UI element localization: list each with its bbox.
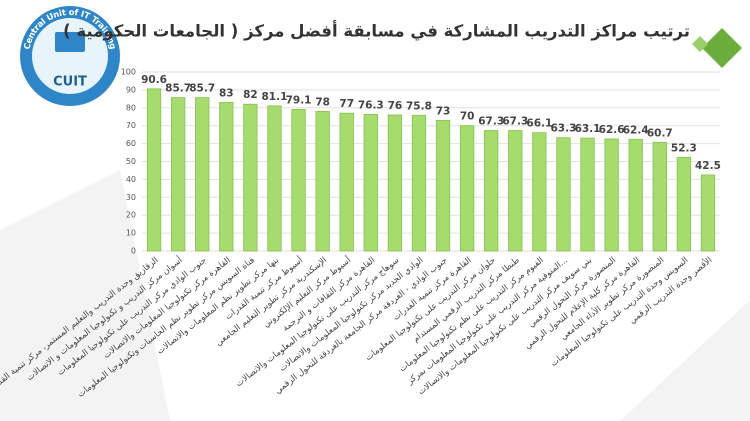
bar: [532, 132, 547, 252]
value-label: 63.1: [575, 123, 601, 135]
value-label: 52.3: [671, 142, 697, 154]
bar: [243, 103, 258, 252]
bar: [556, 137, 571, 252]
value-label: 66.1: [526, 118, 552, 130]
logo-monitor: [55, 32, 85, 52]
value-label: 77: [339, 98, 354, 110]
value-label: 62.6: [599, 124, 625, 136]
bar: [580, 137, 595, 252]
y-tick-label: 50: [126, 157, 136, 166]
value-label: 70: [460, 111, 475, 123]
y-tick-label: 10: [126, 229, 136, 238]
value-label: 60.7: [647, 127, 673, 139]
value-label: 85.7: [165, 83, 191, 95]
decor-diamond: [702, 28, 742, 68]
value-label: 79.1: [286, 94, 312, 106]
bar: [411, 114, 427, 252]
bar: [459, 125, 475, 252]
y-tick-label: 90: [126, 85, 136, 94]
logo-center: [32, 18, 108, 94]
value-label: 90.6: [141, 74, 167, 86]
y-tick-label: 70: [126, 121, 136, 130]
bar: [676, 156, 692, 252]
y-tick-label: 100: [121, 68, 136, 77]
bar: [604, 138, 619, 252]
bar: [267, 105, 282, 252]
y-tick-label: 80: [126, 103, 136, 112]
bar: [700, 174, 716, 252]
value-label: 82: [243, 89, 258, 101]
value-label: 85.7: [189, 83, 215, 95]
value-label: 42.5: [695, 160, 721, 172]
logo: Central Unit of IT Training CUIT: [20, 6, 120, 106]
bar: [291, 109, 306, 252]
bar: [219, 102, 234, 252]
background-shape: [0, 170, 170, 421]
bar: [484, 130, 499, 252]
y-tick-label: 40: [126, 175, 136, 184]
value-label: 83: [219, 87, 234, 99]
bar: [315, 110, 330, 252]
y-tick-label: 20: [126, 211, 136, 220]
value-label: 67.3: [502, 116, 528, 128]
value-label: 62.4: [623, 124, 649, 136]
value-label: 81.1: [261, 91, 287, 103]
value-label: 75.8: [406, 100, 432, 112]
background-shape: [620, 300, 750, 421]
bar: [195, 97, 210, 252]
y-tick-label: 30: [126, 193, 136, 202]
bar: [146, 88, 162, 252]
bar: [363, 114, 378, 252]
bar: [508, 130, 523, 252]
bar: [628, 138, 643, 252]
decor-diamond: [692, 36, 708, 52]
bar: [339, 112, 354, 252]
value-label: 76: [388, 100, 403, 112]
value-label: 76.3: [358, 99, 384, 111]
chart-title: ترتيب مراكز التدريب المشاركة في مسابقة أ…: [63, 21, 690, 42]
value-label: 73: [436, 105, 451, 117]
bar: [387, 114, 403, 252]
bar: [170, 97, 186, 252]
y-tick-label: 0: [131, 247, 136, 256]
value-label: 78: [315, 96, 330, 108]
bar: [435, 119, 451, 252]
y-tick-label: 60: [126, 139, 136, 148]
logo-acronym: CUIT: [53, 75, 87, 90]
value-label: 67.3: [478, 116, 504, 128]
value-label: 63.3: [550, 123, 576, 135]
bar: [652, 141, 667, 252]
